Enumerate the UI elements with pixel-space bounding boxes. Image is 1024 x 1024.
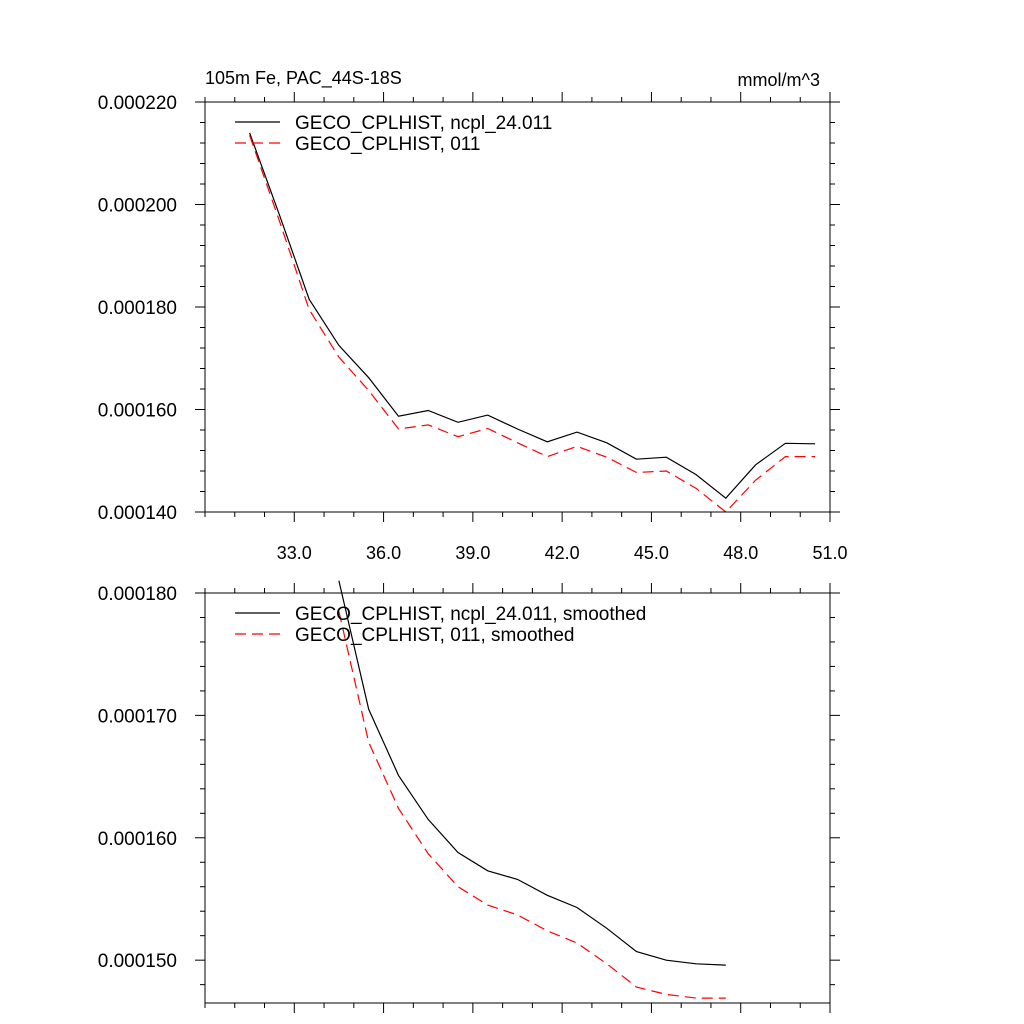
bottom-panel: 0.000150 0.000160 0.000170 0.000180 GECO_CP… [98,580,840,1013]
y-tick-label: 0.000200 [98,196,177,217]
x-tick-label: 45.0 [634,543,669,563]
series-line-red [338,611,726,999]
y-tick-label: 0.000180 [98,298,177,319]
top-panel: 105m Fe, PAC_44S-18S mmol/m^3 33.0 36.0 39… [98,68,848,563]
legend-label: GECO_CPLHIST, 011, smoothed [295,625,575,646]
plot-frame [204,101,831,513]
legend-label: GECO_CPLHIST, 011 [295,134,481,155]
legend: GECO_CPLHIST, ncpl_24.011, smoothedGECO_… [235,604,646,646]
units-label: mmol/m^3 [738,70,820,90]
chart-title: 105m Fe, PAC_44S-18S [205,68,402,89]
series-line-red [249,135,816,513]
x-tick-label: 36.0 [366,543,401,563]
y-tick-label: 0.000160 [98,829,177,850]
y-tick-label: 0.000180 [98,584,177,605]
y-tick-label: 0.000150 [98,951,177,972]
y-tick-label: 0.000170 [98,706,177,727]
y-tick-label: 0.000160 [98,401,177,422]
legend-label: GECO_CPLHIST, ncpl_24.011 [295,113,552,134]
x-tick-label: 51.0 [812,543,847,563]
plot-frame [204,592,831,1004]
x-tick-label: 42.0 [545,543,580,563]
y-tick-label: 0.000220 [98,93,177,114]
x-tick-label: 33.0 [277,543,312,563]
series-line-black [249,132,816,500]
legend-label: GECO_CPLHIST, ncpl_24.011, smoothed [295,604,646,625]
series-line-black [338,580,726,966]
y-tick-label: 0.000140 [98,503,177,524]
x-tick-label: 39.0 [455,543,490,563]
x-tick-label: 48.0 [723,543,758,563]
